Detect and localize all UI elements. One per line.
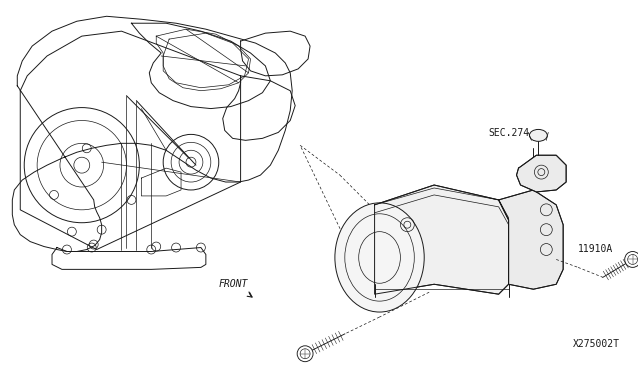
Text: 11910A: 11910A [578,244,613,254]
Circle shape [625,251,640,267]
Polygon shape [516,155,566,192]
Polygon shape [499,190,563,289]
Ellipse shape [529,129,547,141]
Text: X275002T: X275002T [573,339,620,349]
Ellipse shape [335,203,424,312]
Circle shape [297,346,313,362]
Text: SEC.274: SEC.274 [489,128,530,138]
Text: FRONT: FRONT [219,279,248,289]
Text: 11910A: 11910A [357,297,392,307]
Polygon shape [374,185,509,294]
